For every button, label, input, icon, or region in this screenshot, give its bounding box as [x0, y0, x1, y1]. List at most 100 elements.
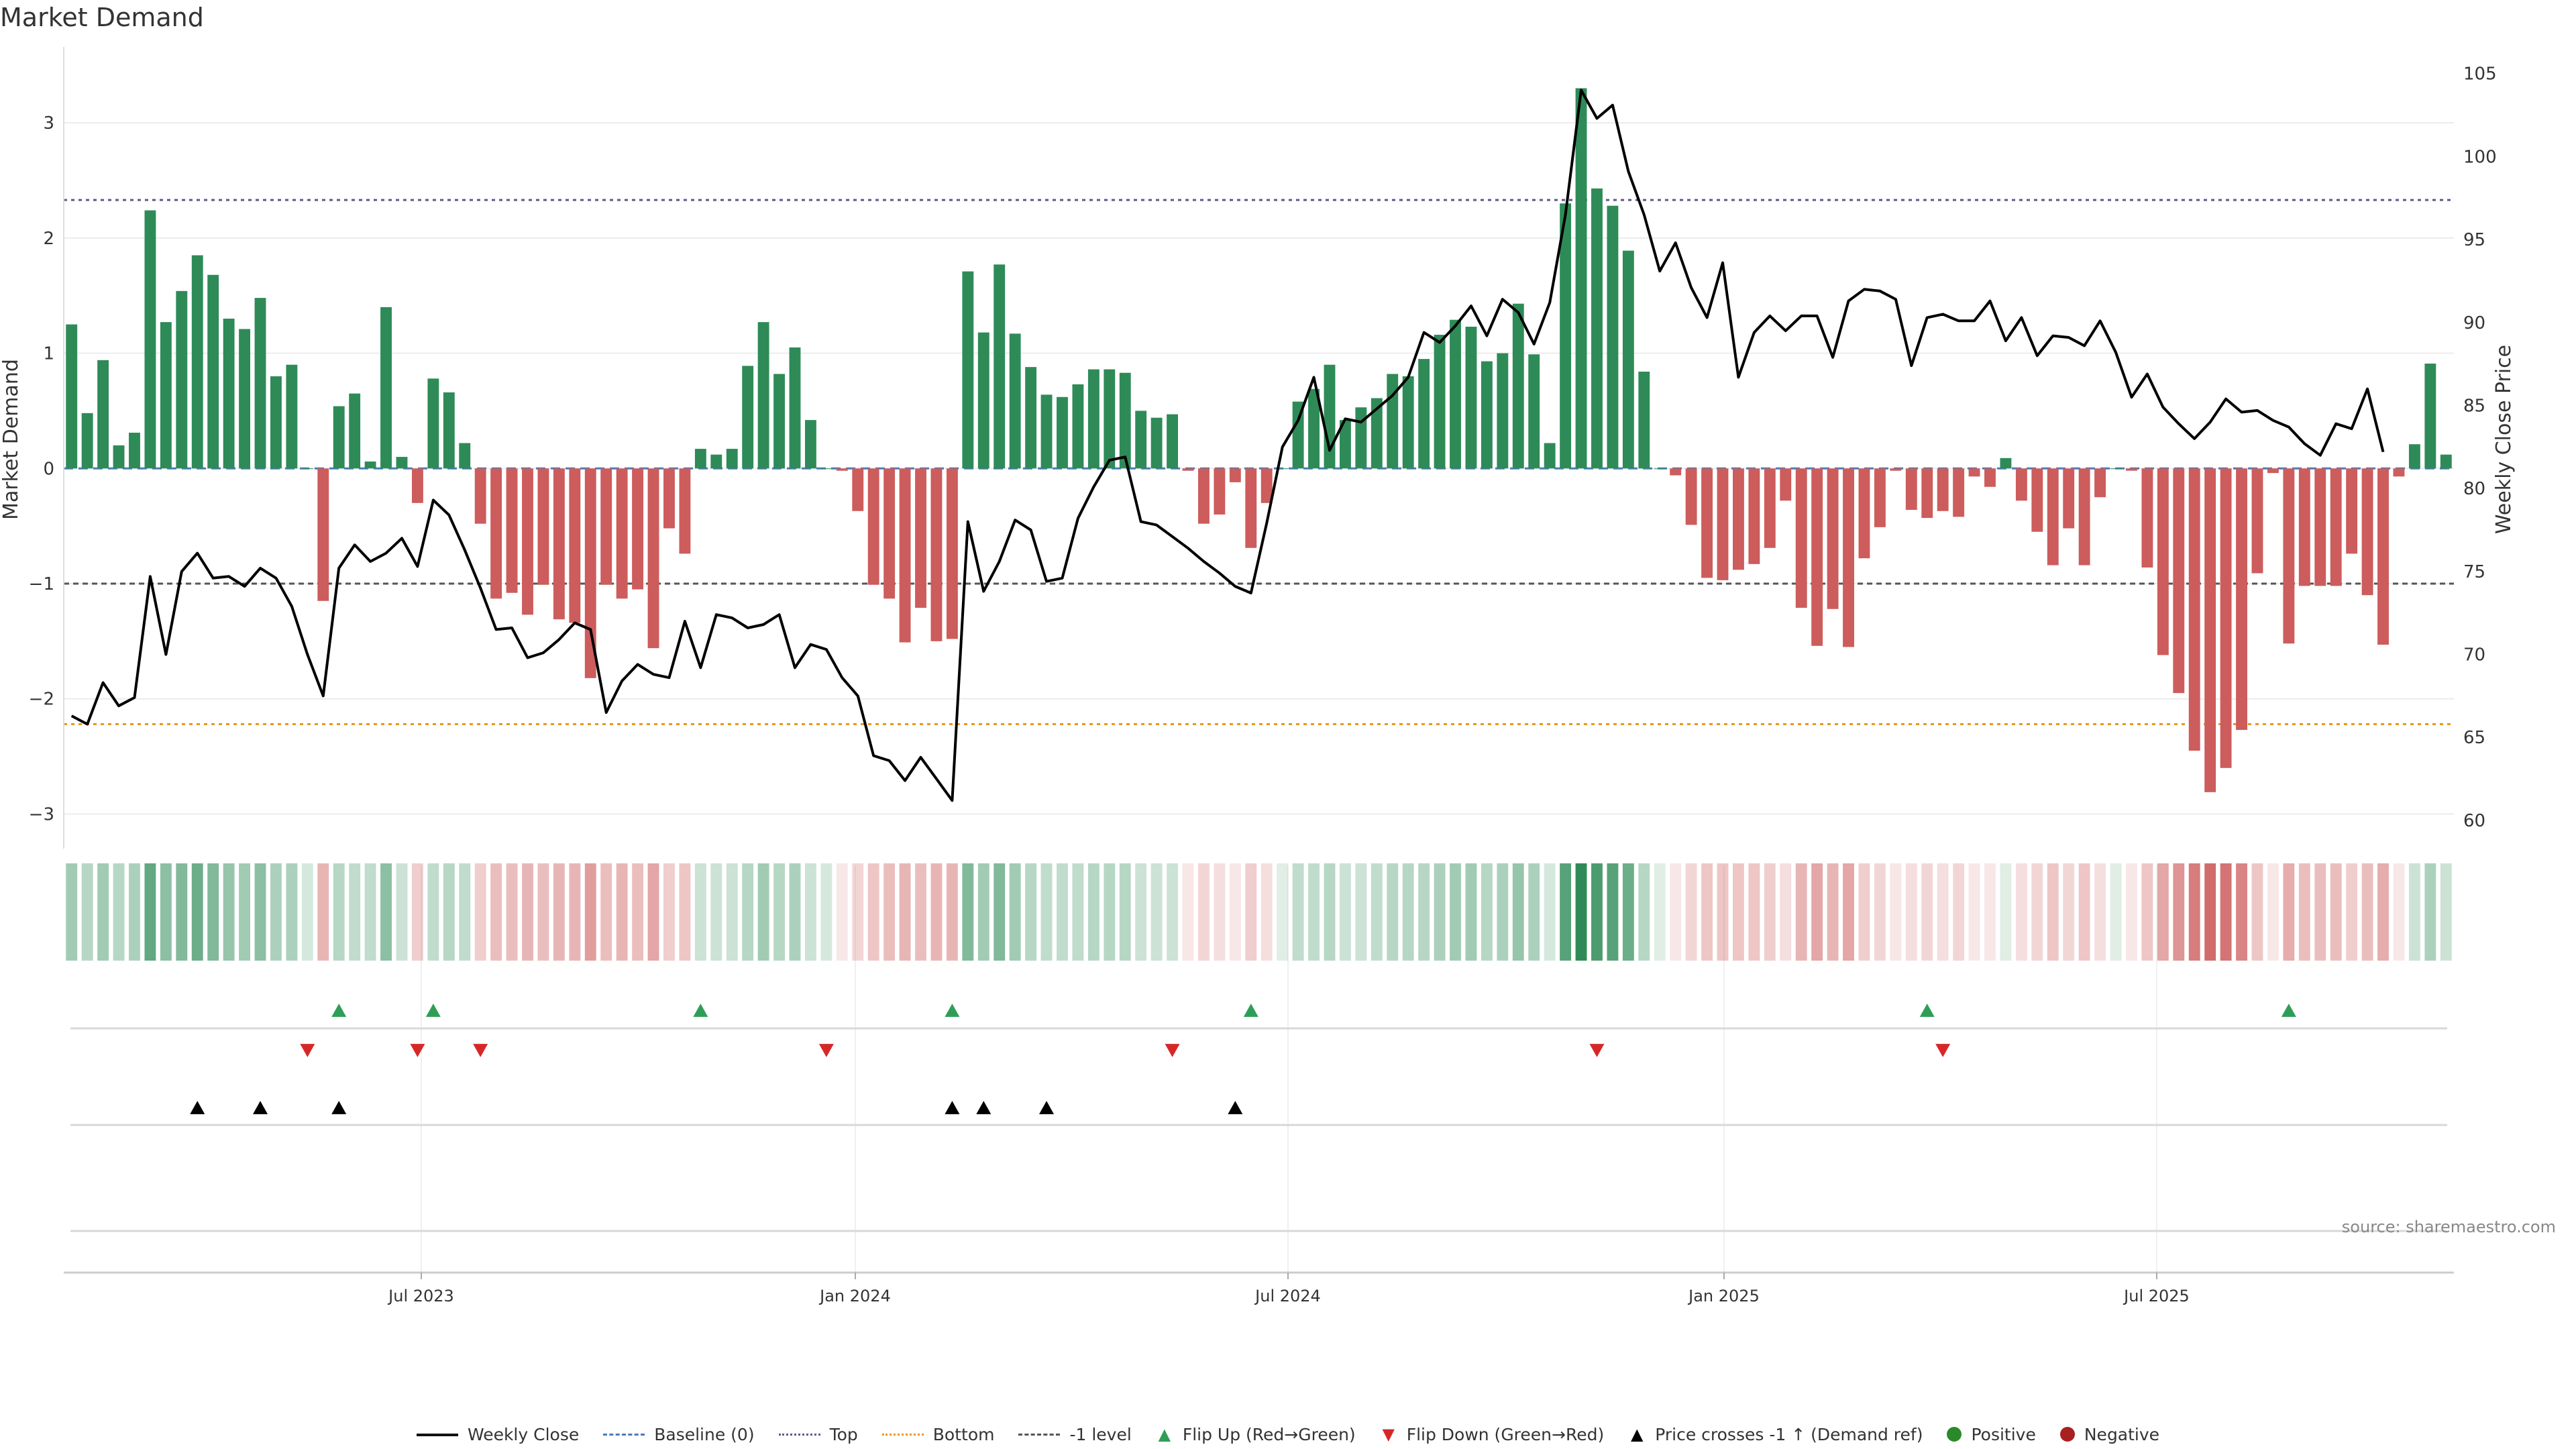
demand-bar — [1953, 468, 1965, 517]
demand-bar — [1387, 374, 1399, 469]
heat-cell — [2157, 863, 2169, 961]
heat-cell — [1843, 863, 1854, 961]
legend-label: Flip Up (Red→Green) — [1182, 1424, 1356, 1444]
y-tick-label: 1 — [43, 344, 54, 364]
heat-cell — [1748, 863, 1760, 961]
demand-bar — [616, 468, 628, 599]
demand-bar — [1733, 468, 1744, 570]
legend-item: Weekly Close — [416, 1425, 579, 1444]
flip-up-marker — [945, 1004, 960, 1017]
heat-cell — [789, 863, 801, 961]
price-cross-marker — [1228, 1101, 1243, 1114]
flip-down-marker — [1589, 1044, 1605, 1057]
demand-bar — [1324, 364, 1336, 469]
heat-cell — [647, 863, 659, 961]
demand-bar — [2393, 468, 2405, 477]
demand-bar — [207, 274, 219, 469]
demand-bar — [946, 468, 958, 639]
event-markers — [64, 1004, 2454, 1274]
demand-bar — [1057, 396, 1068, 469]
demand-bar — [1670, 468, 1682, 476]
demand-bar — [427, 378, 439, 469]
heat-cell — [899, 863, 911, 961]
demand-bar — [726, 449, 738, 469]
heat-cell — [129, 863, 140, 961]
flip-down-marker — [1165, 1044, 1180, 1057]
heat-cell — [820, 863, 833, 961]
heat-cell — [2314, 863, 2326, 961]
y-tick-label: 0 — [43, 459, 54, 479]
x-tick-label: Jul 2023 — [387, 1287, 454, 1305]
heat-cell — [1465, 863, 1477, 961]
heat-cell — [1009, 863, 1021, 961]
heat-cell — [1418, 863, 1430, 961]
demand-bar — [333, 406, 345, 469]
demand-bar — [1135, 411, 1147, 469]
flip-up-marker — [2281, 1004, 2296, 1017]
demand-bar — [1292, 401, 1304, 469]
heat-cell — [176, 863, 188, 961]
date-axis: Jul 2023 Jan 2024 Jul 2024 Jan 2025 Jul 2025 — [387, 1273, 2190, 1305]
demand-bar — [1198, 468, 1210, 524]
demand-bar — [474, 468, 486, 524]
heat-cell — [1701, 863, 1713, 961]
heat-cell — [1937, 863, 1949, 961]
heat-cell — [474, 863, 486, 961]
heat-cell — [2110, 863, 2122, 961]
demand-bar — [522, 468, 533, 615]
demand-bar — [1277, 468, 1289, 470]
demand-bar — [1009, 333, 1021, 469]
heat-cell — [962, 863, 974, 961]
heat-cell — [522, 863, 533, 961]
demand-bar — [349, 393, 361, 469]
demand-bar — [97, 360, 109, 469]
heat-cell — [349, 863, 361, 961]
demand-bar — [1119, 372, 1131, 469]
demand-bar — [443, 392, 455, 469]
heat-cell — [2251, 863, 2263, 961]
y2-tick-label: 80 — [2463, 479, 2485, 499]
y2-tick-label: 65 — [2463, 728, 2485, 748]
x-tick-label: Jan 2024 — [818, 1287, 891, 1305]
demand-bar — [1481, 361, 1493, 469]
demand-heatstrip — [66, 863, 2452, 961]
heat-cell — [1874, 863, 1886, 961]
legend: Weekly Close Baseline (0) Top Bottom -1 leve… — [0, 1421, 2576, 1448]
demand-bar — [757, 322, 769, 469]
axes: 3 2 1 0 −1 −2 −3 105 100 95 90 85 80 75 70 65 60 — [29, 47, 2497, 849]
heat-cell — [2047, 863, 2059, 961]
y2-tick-label: 105 — [2463, 64, 2497, 85]
heat-cell — [553, 863, 565, 961]
heat-cell — [1560, 863, 1572, 961]
y-axis-label: Market Demand — [0, 359, 23, 520]
heat-cell — [1685, 863, 1697, 961]
demand-bar — [1858, 468, 1870, 559]
triangle-down-icon: ▼ — [1382, 1425, 1395, 1444]
heat-cell — [804, 863, 816, 961]
demand-bar — [176, 290, 188, 469]
heat-cell — [81, 863, 93, 961]
heat-cell — [396, 863, 408, 961]
demand-bar — [1229, 468, 1241, 482]
demand-bar — [584, 468, 596, 678]
demand-bar — [867, 468, 879, 585]
heat-cell — [2188, 863, 2200, 961]
heat-cell — [66, 863, 78, 961]
heat-cell — [1544, 863, 1556, 961]
demand-bar — [144, 210, 156, 469]
demand-bar — [160, 322, 172, 469]
demand-bar — [2377, 468, 2389, 645]
demand-bar — [254, 298, 266, 469]
demand-bar — [1890, 468, 1902, 471]
heat-cell — [946, 863, 958, 961]
demand-bar — [2173, 468, 2185, 694]
demand-bar — [239, 329, 251, 469]
heat-cell — [2126, 863, 2137, 961]
heat-cell — [113, 863, 125, 961]
legend-label: Negative — [2084, 1424, 2160, 1444]
demand-bar — [2000, 458, 2012, 469]
heat-cell — [2440, 863, 2452, 961]
heat-cell — [773, 863, 785, 961]
demand-bar — [1780, 468, 1792, 501]
heat-cell — [977, 863, 989, 961]
